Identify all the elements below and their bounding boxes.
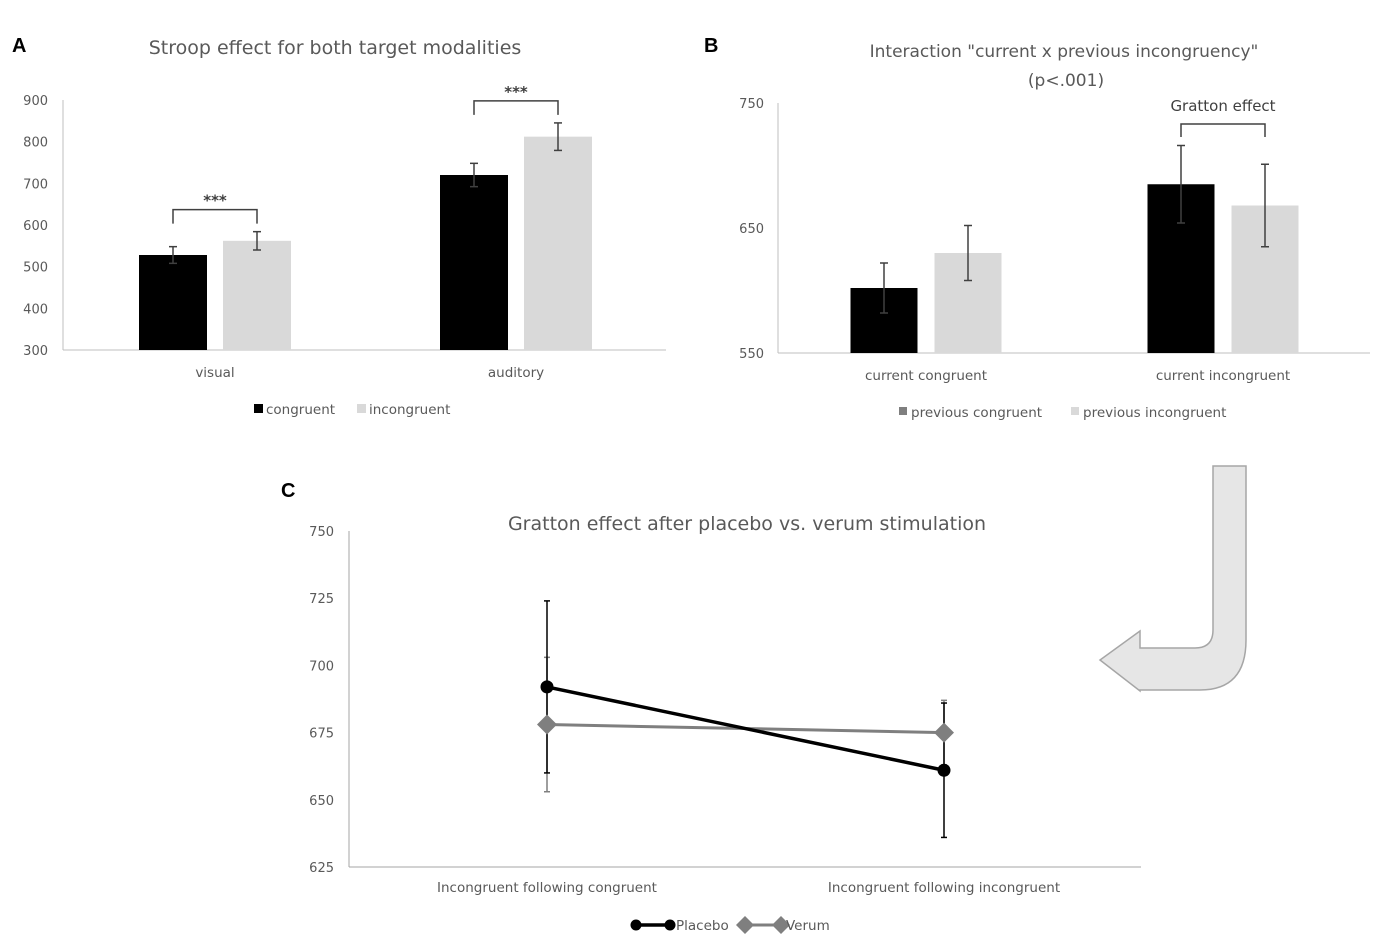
legend-label: incongruent — [369, 402, 450, 418]
panel-a-bars: *** *** — [139, 83, 592, 350]
legend-swatch — [357, 404, 366, 413]
data-point-placebo — [937, 763, 951, 777]
legend-marker-placebo — [630, 919, 642, 931]
y-tick-label: 650 — [309, 794, 334, 809]
panel-c-lines — [537, 600, 954, 839]
panel-b-letter: B — [704, 35, 718, 57]
legend-marker-verum — [772, 916, 790, 934]
legend-swatch — [1071, 407, 1079, 415]
x-tick-label: auditory — [488, 365, 544, 381]
y-tick-label: 800 — [23, 136, 48, 151]
panel-a-letter: A — [12, 35, 26, 57]
x-tick-label: visual — [195, 365, 234, 381]
y-tick-label: 675 — [309, 727, 334, 742]
y-tick-label: 700 — [309, 659, 334, 674]
curved-arrow-icon — [1098, 465, 1247, 693]
data-point-verum — [934, 722, 954, 743]
legend-marker-verum — [736, 916, 754, 934]
y-tick-label: 400 — [23, 302, 48, 317]
y-tick-label: 625 — [309, 861, 334, 876]
significance-bracket — [473, 100, 559, 115]
y-tick-label: 500 — [23, 261, 48, 276]
legend-label: Verum — [786, 918, 830, 934]
bar — [524, 136, 592, 350]
legend-swatch — [899, 407, 907, 415]
y-tick-label: 700 — [23, 177, 48, 192]
panel-c-axes: 625 650 675 700 725 750 Incongruent following … — [309, 525, 1141, 896]
panel-c-legend: Placebo Verum — [630, 916, 830, 934]
series-line-placebo — [546, 685, 945, 772]
x-tick-label: current congruent — [865, 368, 987, 384]
panel-a-legend: congruent incongruent — [254, 402, 450, 418]
data-point-verum — [537, 714, 557, 735]
significance-label: *** — [203, 192, 227, 210]
legend-label: Placebo — [676, 918, 729, 934]
bar — [223, 240, 291, 350]
significance-label: *** — [504, 83, 528, 101]
x-tick-label: Incongruent following incongruent — [828, 880, 1060, 896]
panel-a-title: Stroop effect for both target modalities — [149, 37, 522, 59]
y-tick-label: 300 — [23, 344, 48, 359]
y-tick-label: 750 — [739, 97, 764, 112]
legend-label: previous incongruent — [1083, 405, 1226, 421]
y-tick-label: 550 — [739, 347, 764, 362]
legend-label: previous congruent — [911, 405, 1042, 421]
y-tick-label: 600 — [23, 219, 48, 234]
legend-swatch — [254, 404, 263, 413]
data-point-placebo — [540, 680, 554, 694]
y-tick-label: 750 — [309, 525, 334, 540]
gratton-label: Gratton effect — [1170, 97, 1275, 115]
panel-b-legend: previous congruent previous incongruent — [899, 405, 1226, 421]
y-tick-label: 650 — [739, 222, 764, 237]
bar — [139, 255, 207, 350]
panel-c-title: Gratton effect after placebo vs. verum s… — [508, 513, 986, 535]
panel-c-letter: C — [281, 480, 295, 502]
x-tick-label: Incongruent following congruent — [437, 880, 657, 896]
y-tick-label: 725 — [309, 592, 334, 607]
y-tick-label: 900 — [23, 94, 48, 109]
gratton-bracket — [1180, 123, 1266, 137]
panel-b-subtitle: (p<.001) — [1028, 71, 1104, 91]
bar — [440, 175, 508, 350]
legend-label: congruent — [266, 402, 335, 418]
significance-bracket — [172, 208, 258, 224]
panel-b-bars: Gratton effect — [850, 97, 1299, 353]
legend-marker-placebo — [664, 919, 676, 931]
x-tick-label: current incongruent — [1156, 368, 1290, 384]
panel-b-title: Interaction "current x previous incongru… — [870, 42, 1259, 62]
